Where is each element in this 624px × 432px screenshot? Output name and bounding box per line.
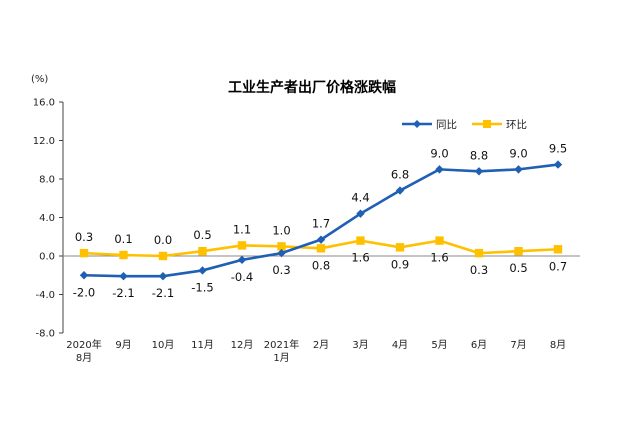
series-yoy: -2.0 -2.1 -2.1 -1.5 -0.4 0.3 1.7 4.4 6.8 9.0 8.8 9.… xyxy=(73,142,567,301)
data-label: 0.5 xyxy=(193,228,211,242)
data-label: 0.0 xyxy=(154,233,172,247)
data-point xyxy=(316,235,326,244)
series-layer: 0.3 0.1 0.0 0.5 1.1 1.00.81.6 0.9 1.60.3 0.5 0.7-… xyxy=(73,142,567,301)
series-mom: 0.3 0.1 0.0 0.5 1.1 1.0 0.8 1.6 0.9 1.6 0.3 0.5 0.7 xyxy=(75,222,567,277)
data-label: 6.8 xyxy=(391,168,409,182)
x-tick-label: 8月 xyxy=(76,352,92,364)
data-label: -1.5 xyxy=(191,280,213,294)
data-point xyxy=(395,186,405,195)
x-tick-label: 12月 xyxy=(231,339,254,351)
y-axis-unit-label: (%) xyxy=(31,74,48,85)
data-point xyxy=(553,160,563,169)
y-ticks: 16.0 12.0 8.0 4.0 0.0 -4.0 -8.0 xyxy=(33,98,580,340)
data-point xyxy=(79,271,89,280)
x-tick-label: 3月 xyxy=(352,339,368,351)
data-point xyxy=(198,246,207,256)
legend-label: 同比 xyxy=(436,118,457,131)
data-label: 0.3 xyxy=(470,263,488,277)
data-label: -2.0 xyxy=(73,285,95,299)
data-label: 1.6 xyxy=(430,251,448,265)
legend-item: 环比 xyxy=(472,118,527,131)
data-label: 4.4 xyxy=(351,191,369,205)
data-label: 0.8 xyxy=(312,258,330,272)
data-label: 1.7 xyxy=(312,217,330,231)
data-label: 9.0 xyxy=(509,146,527,160)
data-point xyxy=(514,246,523,256)
data-point xyxy=(198,266,207,275)
data-label: 9.5 xyxy=(549,142,567,156)
y-tick-label: -8.0 xyxy=(35,329,55,340)
data-point xyxy=(158,272,168,281)
data-point xyxy=(237,255,247,265)
data-point xyxy=(158,251,168,261)
data-label: 8.8 xyxy=(470,148,488,162)
legend-marker xyxy=(483,120,491,128)
x-tick-label: 2020年 xyxy=(66,338,101,351)
data-label: 0.3 xyxy=(272,263,290,277)
data-label: 1.1 xyxy=(233,222,251,236)
x-tick-label: 11月 xyxy=(191,339,214,351)
x-tick-label: 10月 xyxy=(152,339,175,351)
data-point xyxy=(237,241,247,250)
y-tick-label: 0.0 xyxy=(39,252,55,263)
data-point xyxy=(553,245,563,254)
data-label: -0.4 xyxy=(231,270,253,284)
data-label: 9.0 xyxy=(430,146,448,160)
data-point xyxy=(316,244,326,253)
data-point xyxy=(277,248,286,258)
y-tick-label: 4.0 xyxy=(39,213,55,224)
data-point xyxy=(277,242,286,251)
legend: 同比 环比 xyxy=(402,118,527,131)
data-label: -2.1 xyxy=(152,286,174,300)
data-label: 0.9 xyxy=(391,257,409,271)
data-label: -2.1 xyxy=(112,286,134,300)
data-label: 0.3 xyxy=(75,230,93,244)
data-point xyxy=(474,167,484,176)
data-point xyxy=(474,248,484,258)
y-tick-label: -4.0 xyxy=(35,290,55,301)
data-point xyxy=(514,165,523,174)
legend-label: 环比 xyxy=(506,118,527,131)
x-tick-label: 8月 xyxy=(550,339,566,351)
data-label: 0.5 xyxy=(509,261,527,275)
y-tick-label: 16.0 xyxy=(33,98,55,109)
x-tick-label: 2021年 xyxy=(264,338,299,351)
data-point xyxy=(356,236,365,245)
x-tick-label: 5月 xyxy=(431,339,447,351)
x-tick-label: 9月 xyxy=(115,339,131,351)
data-label: 0.1 xyxy=(114,232,132,246)
data-point xyxy=(119,272,128,281)
x-tick-label: 4月 xyxy=(392,339,408,351)
data-label: 0.7 xyxy=(549,259,567,273)
chart-title: 工业生产者出厂价格涨跌幅 xyxy=(228,79,396,96)
legend-marker xyxy=(413,120,421,128)
data-point xyxy=(435,236,444,245)
x-tick-label: 2月 xyxy=(313,339,329,351)
y-tick-label: 12.0 xyxy=(33,136,55,147)
data-point xyxy=(435,165,444,174)
y-tick-label: 8.0 xyxy=(39,175,55,186)
x-tick-label: 7月 xyxy=(510,339,526,351)
data-label: 1.0 xyxy=(272,223,290,237)
data-label: 1.6 xyxy=(351,251,369,265)
data-point xyxy=(119,250,128,260)
x-tick-label: 1月 xyxy=(273,352,289,364)
data-point xyxy=(356,209,365,218)
data-point xyxy=(395,243,405,252)
legend-item: 同比 xyxy=(402,118,457,131)
data-point xyxy=(79,248,89,258)
x-tick-label: 6月 xyxy=(471,339,487,351)
